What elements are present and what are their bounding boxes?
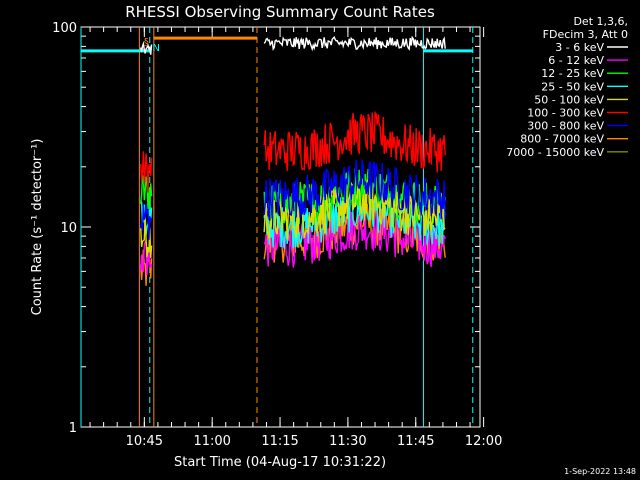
x-axis-label: Start Time (04-Aug-17 10:31:22): [174, 455, 386, 470]
series-3-6-kev-segment-1: [263, 35, 446, 52]
y-tick-label-1: 10: [60, 221, 77, 236]
marker-layer: N§: [144, 37, 160, 54]
legend-label-800-7000-kev: 800 - 7000 keV: [520, 133, 604, 146]
legend-label-300-800-kev: 300 - 800 keV: [527, 120, 604, 133]
legend-label-3-6-kev: 3 - 6 keV: [555, 41, 604, 54]
x-tick-label-0: 10:45: [126, 434, 163, 449]
legend-header-1: Det 1,3,6,: [573, 15, 628, 28]
series-100-300-kev-segment-0: [140, 151, 153, 193]
legend-label-12-25-kev: 12 - 25 keV: [541, 67, 604, 80]
marker-0: N: [152, 43, 159, 54]
series-300-800-kev-segment-0: [140, 203, 153, 240]
legend-label-100-300-kev: 100 - 300 keV: [527, 107, 604, 120]
legend-label-7000-15000-kev: 7000 - 15000 keV: [506, 146, 604, 159]
series-300-800-kev-segment-1: [263, 159, 446, 220]
legend-label-6-12-kev: 6 - 12 keV: [548, 54, 604, 67]
y-axis: 1 10 100: [52, 21, 480, 436]
series-layer: [140, 35, 446, 286]
y-axis-label: Count Rate (s⁻¹ detector⁻¹): [30, 139, 45, 316]
x-tick-label-4: 11:45: [397, 434, 434, 449]
legend-label-50-100-kev: 50 - 100 keV: [534, 93, 604, 106]
y-tick-label-0: 1: [69, 421, 77, 436]
x-axis: 10:45 11:00 11:15 11:30 11:45 12:00: [89, 27, 502, 449]
annotation-symbol: §: [144, 37, 149, 48]
legend-label-25-50-kev: 25 - 50 keV: [541, 80, 604, 93]
x-tick-label-1: 11:00: [193, 434, 230, 449]
overlay-layer: [80, 27, 474, 427]
chart-title: RHESSI Observing Summary Count Rates: [125, 3, 435, 21]
legend-header-2: FDecim 3, Att 0: [543, 28, 628, 41]
x-tick-label-2: 11:15: [261, 434, 298, 449]
series-100-300-kev-segment-1: [263, 110, 446, 173]
series-25-50-kev-segment-1: [263, 188, 446, 249]
series-3-6-kev-segment-0: [140, 41, 153, 55]
generation-timestamp: 1-Sep-2022 13:48: [564, 467, 636, 476]
y-tick-label-2: 100: [52, 21, 77, 36]
x-tick-label-5: 12:00: [465, 434, 502, 449]
x-tick-label-3: 11:30: [329, 434, 366, 449]
